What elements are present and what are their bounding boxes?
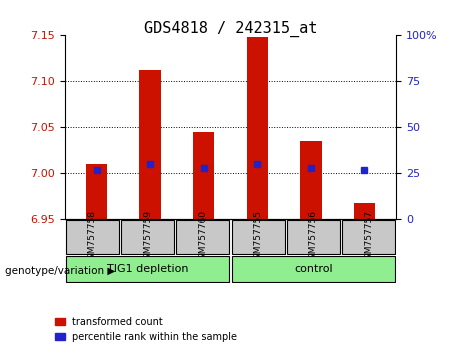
- Bar: [86, 164, 107, 219]
- FancyBboxPatch shape: [176, 220, 230, 254]
- Bar: [354, 203, 375, 219]
- Text: GSM757755: GSM757755: [254, 210, 263, 265]
- FancyBboxPatch shape: [231, 256, 396, 282]
- Bar: [140, 70, 161, 219]
- Bar: [247, 37, 268, 219]
- Bar: [300, 141, 321, 219]
- FancyBboxPatch shape: [342, 220, 396, 254]
- FancyBboxPatch shape: [65, 256, 230, 282]
- Text: control: control: [294, 264, 333, 274]
- Text: GDS4818 / 242315_at: GDS4818 / 242315_at: [144, 21, 317, 38]
- Bar: [193, 132, 214, 219]
- Text: GSM757757: GSM757757: [364, 210, 373, 265]
- FancyBboxPatch shape: [65, 220, 119, 254]
- Text: genotype/variation ▶: genotype/variation ▶: [5, 266, 115, 276]
- Text: GSM757760: GSM757760: [198, 210, 207, 265]
- Text: GSM757756: GSM757756: [309, 210, 318, 265]
- Legend: transformed count, percentile rank within the sample: transformed count, percentile rank withi…: [51, 313, 241, 346]
- Text: GSM757758: GSM757758: [88, 210, 97, 265]
- Text: GSM757759: GSM757759: [143, 210, 152, 265]
- FancyBboxPatch shape: [287, 220, 340, 254]
- Text: TIG1 depletion: TIG1 depletion: [107, 264, 188, 274]
- FancyBboxPatch shape: [121, 220, 174, 254]
- FancyBboxPatch shape: [231, 220, 285, 254]
